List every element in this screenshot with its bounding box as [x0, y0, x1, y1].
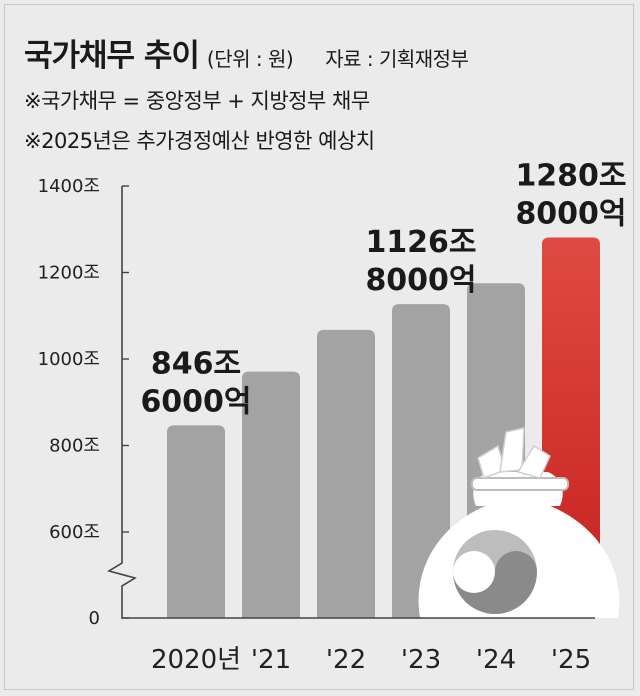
chart-header: 국가채무 추이 (단위 : 원) 자료 : 기획재정부 ※국가채무 = 중앙정부… — [24, 30, 624, 155]
y-axis: 0 600조 800조 1000조 1200조 1400조 — [38, 176, 595, 629]
note-2025-estimate: ※2025년은 추가경정예산 반영한 예상치 — [24, 129, 375, 153]
data-label: 8000억 — [515, 197, 626, 232]
bar-3 — [392, 304, 450, 618]
note-debt-definition: ※국가채무 = 중앙정부 + 지방정부 채무 — [24, 89, 370, 113]
chart-title: 국가채무 추이 — [24, 38, 200, 74]
y-tick-label: 800조 — [49, 436, 100, 457]
y-tick-label: 1000조 — [38, 349, 100, 370]
title-row: 국가채무 추이 (단위 : 원) 자료 : 기획재정부 — [24, 30, 624, 75]
data-label: 8000억 — [365, 263, 476, 298]
money-bag-icon — [418, 427, 620, 618]
data-label: 6000억 — [140, 384, 251, 419]
bar-2 — [317, 329, 375, 618]
y-tick-label: 1200조 — [38, 263, 100, 284]
data-label: 1280조 — [515, 159, 626, 194]
labels-layer: 2020년 '21'22'23'24'25846조6000억1126조8000억1… — [140, 159, 626, 675]
unit-label: (단위 : 원) — [206, 47, 294, 71]
x-tick-label: '25 — [551, 645, 591, 675]
x-tick-label: '24 — [476, 645, 516, 675]
source-label: 자료 : 기획재정부 — [325, 47, 469, 71]
data-label: 846조 — [151, 346, 241, 381]
x-tick-label: '22 — [326, 645, 366, 675]
x-tick-label: 2020년 — [151, 645, 241, 675]
y-tick-label: 1400조 — [38, 176, 100, 197]
x-tick-label: '21 — [251, 645, 291, 675]
bar-0 — [167, 425, 225, 618]
x-tick-label: '23 — [401, 645, 441, 675]
data-label: 1126조 — [365, 225, 476, 260]
bar-1 — [242, 371, 300, 618]
chart-frame — [4, 4, 634, 690]
y-tick-label: 0 — [89, 608, 100, 629]
y-tick-label: 600조 — [49, 522, 100, 543]
